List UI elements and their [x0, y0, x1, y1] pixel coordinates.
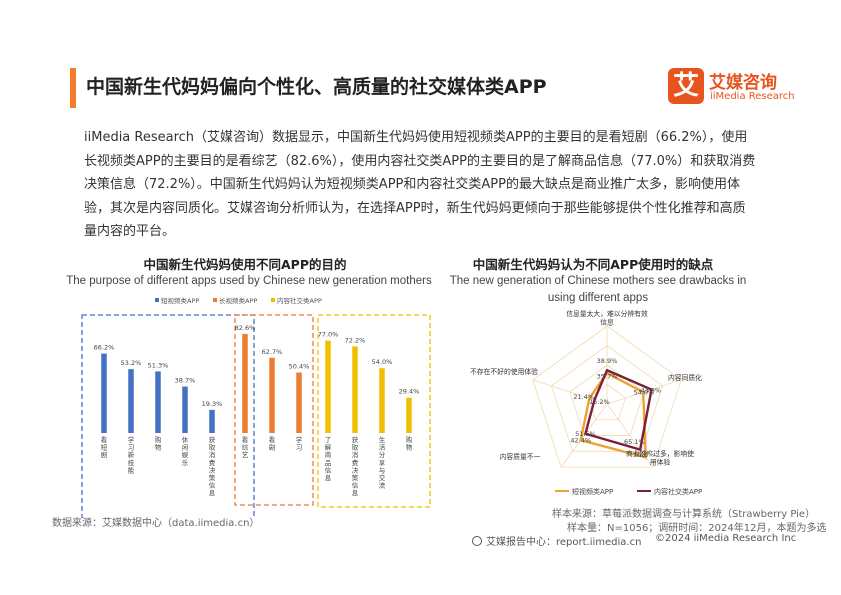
radar-axis-label-4: 不存在不好的使用体验 — [470, 367, 538, 376]
iimedia-logo: 艾 艾媒咨询 iiMedia Research — [668, 66, 795, 106]
bar-1-0 — [242, 333, 248, 433]
radar-value-label-0-3: 51.6% — [575, 430, 596, 438]
radar-chart-subtitle: The new generation of Chinese mothers se… — [449, 275, 747, 304]
radar-value-label-0-0: 35.7% — [597, 373, 618, 381]
radar-spoke-3 — [560, 403, 608, 468]
bar-1-1 — [269, 357, 275, 433]
bar-value-label-2-2: 54.0% — [372, 358, 393, 366]
radar-grid-ring-2 — [550, 345, 664, 452]
radar-value-label-1-3: 42.4% — [570, 437, 591, 445]
radar-value-label-1-2: 65.1% — [624, 438, 645, 446]
intro-paragraph: iiMedia Research（艾媒咨询）数据显示，中国新生代妈妈使用短视频类… — [84, 130, 756, 240]
category-label-2-1: 获取消费决策信息 — [352, 435, 359, 497]
radar-value-label-1-1: 54.0% — [634, 389, 655, 397]
globe-icon — [472, 536, 482, 546]
group-frame-0 — [81, 314, 255, 518]
bar-value-label-1-0: 82.6% — [235, 324, 256, 332]
category-label-1-1: 看剧 — [269, 436, 276, 452]
bar-0-3 — [182, 386, 188, 433]
logo-mark: 艾 — [668, 68, 704, 104]
bar-0-4 — [209, 409, 215, 433]
footer-report-text: 艾媒报告中心：report.iimedia.cn — [486, 537, 642, 548]
radar-value-label-1-0: 38.9% — [597, 357, 618, 365]
bar-2-0 — [325, 340, 331, 433]
category-label-0-1: 学习新技能 — [128, 435, 135, 474]
radar-legend-label-1: 内容社交类APP — [654, 487, 702, 496]
legend-label-2: 内容社交类APP — [277, 296, 322, 305]
radar-axis-label-2: 商业推广过多，影响使用体验 — [626, 449, 694, 466]
radar-grid-ring-3 — [532, 325, 682, 468]
radar-axis-label-0: 信息量太大，难以分辨有效信息 — [566, 309, 648, 326]
group-frame-2 — [317, 314, 431, 508]
category-label-1-2: 学习 — [296, 435, 303, 452]
bar-0-1 — [128, 369, 134, 433]
bar-value-label-0-3: 38.7% — [175, 377, 196, 385]
bar-chart-title: 中国新生代妈妈使用不同APP的目的 — [143, 257, 347, 272]
title-accent-bar — [70, 68, 76, 108]
bar-value-label-0-1: 53.2% — [121, 359, 142, 367]
legend-swatch-0 — [155, 298, 159, 302]
bar-chart: 短视频类APP 长视频类APP 内容社交类APP 66.2% 看短剧 53.2% 学习新技能… — [81, 296, 431, 518]
category-label-2-0: 了解商品信息 — [325, 436, 332, 482]
bar-value-label-0-0: 66.2% — [94, 344, 115, 352]
category-label-0-4: 获取消费决策信息 — [209, 435, 216, 497]
radar-value-label-0-1: 43.9% — [640, 386, 661, 394]
data-source: 数据来源：艾媒数据中心（data.iimedia.cn） — [52, 518, 260, 529]
bar-1-2 — [296, 372, 302, 433]
radar-chart-title: 中国新生代妈妈认为不同APP使用时的缺点 — [472, 257, 714, 272]
page-title: 中国新生代妈妈偏向个性化、高质量的社交媒体类APP — [86, 76, 547, 98]
bar-2-1 — [352, 346, 358, 433]
category-label-0-0: 看短剧 — [101, 436, 108, 459]
radar-value-label-1-4: 15.2% — [589, 398, 610, 406]
category-label-2-3: 购物 — [406, 435, 413, 452]
category-label-0-3: 休闲娱乐 — [182, 435, 189, 467]
legend-label-0: 短视频类APP — [161, 296, 199, 305]
bar-0-0 — [101, 353, 107, 433]
radar-legend-label-0: 短视频类APP — [572, 487, 613, 496]
bar-value-label-0-2: 51.3% — [148, 361, 169, 369]
radar-axis-label-1: 内容同质化 — [668, 373, 702, 382]
bar-2-3 — [406, 397, 412, 433]
radar-axis-label-3: 内容质量不一 — [500, 452, 541, 461]
bar-value-label-2-1: 72.2% — [345, 336, 366, 344]
legend-label-1: 长视频类APP — [219, 296, 257, 305]
category-label-0-2: 购物 — [155, 435, 162, 452]
bar-chart-subtitle: The purpose of different apps used by Ch… — [66, 275, 432, 287]
bar-0-2 — [155, 371, 161, 433]
sample-source: 样本来源：草莓派数据调查与计算系统（Strawberry Pie） — [552, 509, 816, 520]
bar-value-label-1-2: 50.4% — [289, 363, 310, 371]
logo-chinese-name: 艾媒咨询 — [709, 73, 777, 93]
bar-value-label-0-4: 19.3% — [202, 400, 223, 408]
radar-value-label-0-4: 21.4% — [573, 393, 594, 401]
group-frame-1 — [234, 314, 314, 506]
category-label-1-0: 看综艺 — [242, 436, 249, 459]
sample-info: 样本量：N=1056；调研时间：2024年12月，本题为多选 — [567, 523, 827, 534]
radar-value-label-0-2: 76.2% — [633, 451, 654, 459]
radar-grid-ring-1 — [569, 364, 645, 436]
radar-series-0 — [579, 371, 648, 460]
radar-chart: 35.7% 43.9% 76.2% 51.6% 21.4% 38.9% 54.0% 65.1%… — [470, 309, 702, 496]
legend-swatch-1 — [213, 298, 217, 302]
bar-value-label-2-0: 77.0% — [318, 331, 339, 339]
footer-report-center: 艾媒报告中心：report.iimedia.cn — [472, 533, 641, 548]
logo-english-name: iiMedia Research — [710, 91, 795, 102]
bar-value-label-1-1: 62.7% — [262, 348, 283, 356]
radar-series-1 — [583, 368, 653, 452]
bar-2-2 — [379, 368, 385, 433]
legend-swatch-2 — [271, 298, 275, 302]
category-label-2-2: 生活分享与交流 — [379, 435, 386, 490]
bar-value-label-2-3: 29.4% — [399, 388, 420, 396]
footer-copyright: ©2024 iiMedia Research Inc — [655, 533, 797, 544]
